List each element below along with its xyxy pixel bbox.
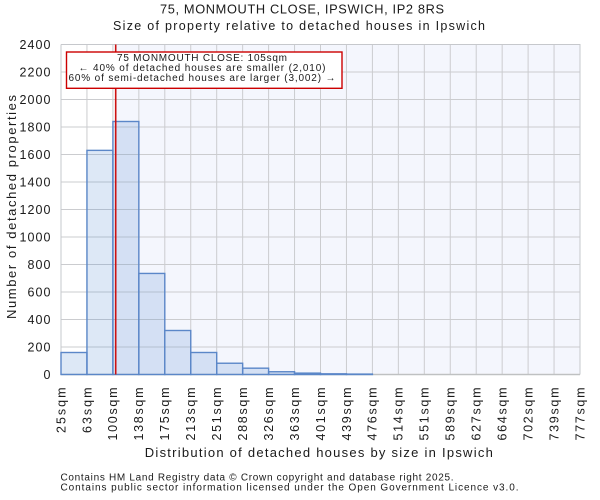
svg-text:1200: 1200 [20,203,51,217]
svg-text:138sqm: 138sqm [132,388,146,441]
svg-text:363sqm: 363sqm [288,388,302,441]
svg-text:Contains public sector informa: Contains public sector information licen… [61,483,519,494]
svg-text:2000: 2000 [20,93,51,107]
svg-text:439sqm: 439sqm [340,388,354,441]
svg-text:63sqm: 63sqm [80,388,94,434]
svg-text:514sqm: 514sqm [392,388,406,441]
svg-text:1000: 1000 [20,231,51,245]
svg-text:213sqm: 213sqm [184,388,198,441]
svg-text:777sqm: 777sqm [573,388,587,441]
svg-text:Size of property relative to d: Size of property relative to detached ho… [113,19,485,33]
svg-text:288sqm: 288sqm [236,388,250,441]
svg-text:664sqm: 664sqm [495,388,509,441]
svg-text:800: 800 [28,258,51,272]
svg-text:75, MONMOUTH CLOSE, IPSWICH, I: 75, MONMOUTH CLOSE, IPSWICH, IP2 8RS [160,2,444,17]
svg-text:400: 400 [28,313,51,327]
svg-text:476sqm: 476sqm [366,388,380,441]
svg-text:739sqm: 739sqm [547,388,561,441]
svg-text:175sqm: 175sqm [158,388,172,441]
svg-text:Distribution of detached house: Distribution of detached houses by size … [145,445,493,460]
svg-text:← 40% of detached houses are s: ← 40% of detached houses are smaller (2,… [79,63,326,74]
svg-text:Contains HM Land Registry data: Contains HM Land Registry data © Crown c… [61,473,454,484]
svg-text:627sqm: 627sqm [470,388,484,441]
svg-text:326sqm: 326sqm [262,388,276,441]
svg-text:75 MONMOUTH CLOSE: 105sqm: 75 MONMOUTH CLOSE: 105sqm [117,53,287,64]
svg-text:589sqm: 589sqm [444,388,458,441]
svg-text:1600: 1600 [20,148,51,162]
svg-text:25sqm: 25sqm [54,388,68,434]
svg-text:1400: 1400 [20,176,51,190]
svg-text:251sqm: 251sqm [210,388,224,441]
svg-text:2200: 2200 [20,66,51,80]
svg-text:551sqm: 551sqm [418,388,432,441]
svg-text:100sqm: 100sqm [106,388,120,441]
svg-text:0: 0 [44,368,51,382]
svg-text:702sqm: 702sqm [521,388,535,441]
svg-text:600: 600 [28,286,51,300]
svg-text:1800: 1800 [20,121,51,135]
svg-text:2400: 2400 [20,38,51,52]
svg-text:60% of semi-detached houses ar: 60% of semi-detached houses are larger (… [69,73,336,84]
svg-text:200: 200 [28,341,51,355]
svg-text:Number of detached properties: Number of detached properties [4,95,19,320]
svg-text:401sqm: 401sqm [314,388,328,441]
